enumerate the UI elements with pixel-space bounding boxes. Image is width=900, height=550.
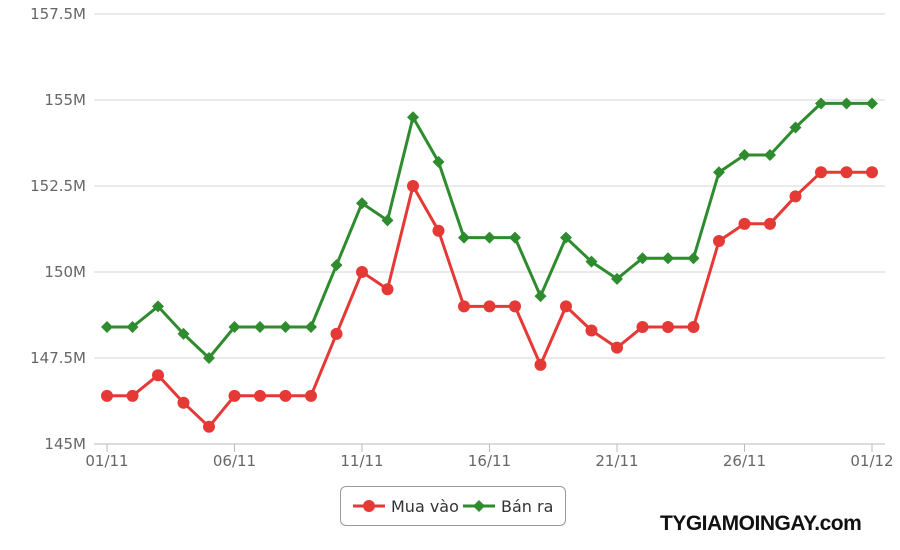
data-point	[458, 231, 470, 244]
data-point	[305, 321, 317, 334]
data-point	[305, 389, 317, 402]
data-point	[254, 321, 266, 334]
data-point	[636, 252, 649, 265]
data-point	[356, 266, 368, 278]
legend-item-mua-vao[interactable]: Mua vào	[353, 487, 459, 525]
x-tick-label: 01/11	[85, 452, 128, 470]
data-point	[662, 321, 674, 334]
x-tick-label: 01/12	[850, 452, 893, 470]
x-axis: 01/11 06/11 11/11 16/11 21/11 26/11 01/12	[85, 443, 894, 470]
y-tick-label: 145M	[44, 435, 86, 453]
data-point	[458, 300, 470, 313]
series-layer	[101, 97, 878, 433]
data-point	[840, 166, 853, 179]
watermark-logo: TYGIAMOINGAY.com	[660, 512, 862, 535]
data-point	[330, 327, 343, 340]
data-point	[611, 341, 623, 354]
y-axis: 145M 147.5M 150M 152.5M 155M 157.5M	[30, 5, 86, 453]
data-point	[636, 321, 649, 334]
data-point	[407, 111, 419, 124]
data-point	[432, 155, 445, 168]
data-point	[509, 300, 521, 313]
x-tick-label: 16/11	[468, 452, 511, 470]
data-point	[432, 224, 445, 237]
x-tick-label: 06/11	[213, 452, 256, 470]
y-tick-label: 150M	[44, 263, 86, 281]
data-point	[789, 190, 802, 203]
line-chart: 145M 147.5M 150M 152.5M 155M 157.5M 01/11 06/1…	[30, 5, 894, 470]
data-point	[611, 272, 623, 285]
data-point	[509, 231, 521, 244]
data-point	[330, 259, 343, 272]
data-point	[687, 252, 700, 265]
grid-lines	[94, 13, 885, 445]
data-point	[203, 352, 215, 364]
data-point	[356, 197, 368, 210]
data-point	[662, 252, 674, 265]
legend-item-ban-ra[interactable]: Bán ra	[463, 487, 553, 525]
data-point	[764, 149, 776, 162]
legend: Mua vào Bán ra	[340, 486, 566, 526]
data-point	[381, 214, 394, 227]
data-point	[279, 321, 292, 334]
y-tick-label: 152.5M	[30, 177, 86, 195]
legend-label: Mua vào	[391, 496, 459, 516]
data-point	[381, 283, 394, 296]
data-point	[764, 217, 776, 230]
data-point	[789, 121, 802, 134]
data-point	[585, 324, 598, 337]
data-point	[560, 300, 572, 313]
data-point	[101, 321, 113, 334]
diamond-marker-icon	[463, 500, 495, 512]
data-point	[228, 321, 241, 334]
data-point	[177, 327, 190, 340]
data-point	[203, 420, 215, 433]
data-point	[228, 389, 241, 402]
legend-label: Bán ra	[501, 496, 554, 516]
data-point	[152, 300, 164, 313]
data-point	[534, 358, 547, 371]
y-tick-label: 157.5M	[30, 5, 86, 23]
data-point	[177, 396, 190, 409]
data-point	[713, 235, 725, 248]
data-point	[534, 290, 547, 303]
data-point	[254, 389, 266, 402]
series-line	[107, 101, 872, 360]
data-point	[126, 321, 139, 334]
x-tick-label: 21/11	[595, 452, 638, 470]
data-point	[815, 166, 827, 179]
y-tick-label: 155M	[44, 91, 86, 109]
data-point	[560, 231, 572, 244]
data-point	[687, 321, 700, 334]
data-point	[101, 389, 113, 402]
data-point	[866, 97, 878, 110]
data-point	[713, 166, 725, 179]
y-tick-label: 147.5M	[30, 349, 86, 367]
data-point	[866, 166, 878, 179]
data-point	[738, 217, 751, 230]
data-point	[585, 255, 598, 268]
data-point	[483, 231, 496, 244]
x-tick-label: 11/11	[340, 452, 383, 470]
data-point	[483, 300, 496, 313]
data-point	[407, 180, 419, 192]
x-tick-label: 26/11	[723, 452, 766, 470]
data-point	[738, 149, 751, 162]
data-point	[152, 369, 164, 382]
data-point	[840, 97, 853, 110]
data-point	[279, 389, 292, 402]
data-point	[815, 97, 827, 110]
circle-marker-icon	[353, 500, 385, 512]
data-point	[126, 389, 139, 402]
series-line	[107, 170, 872, 429]
